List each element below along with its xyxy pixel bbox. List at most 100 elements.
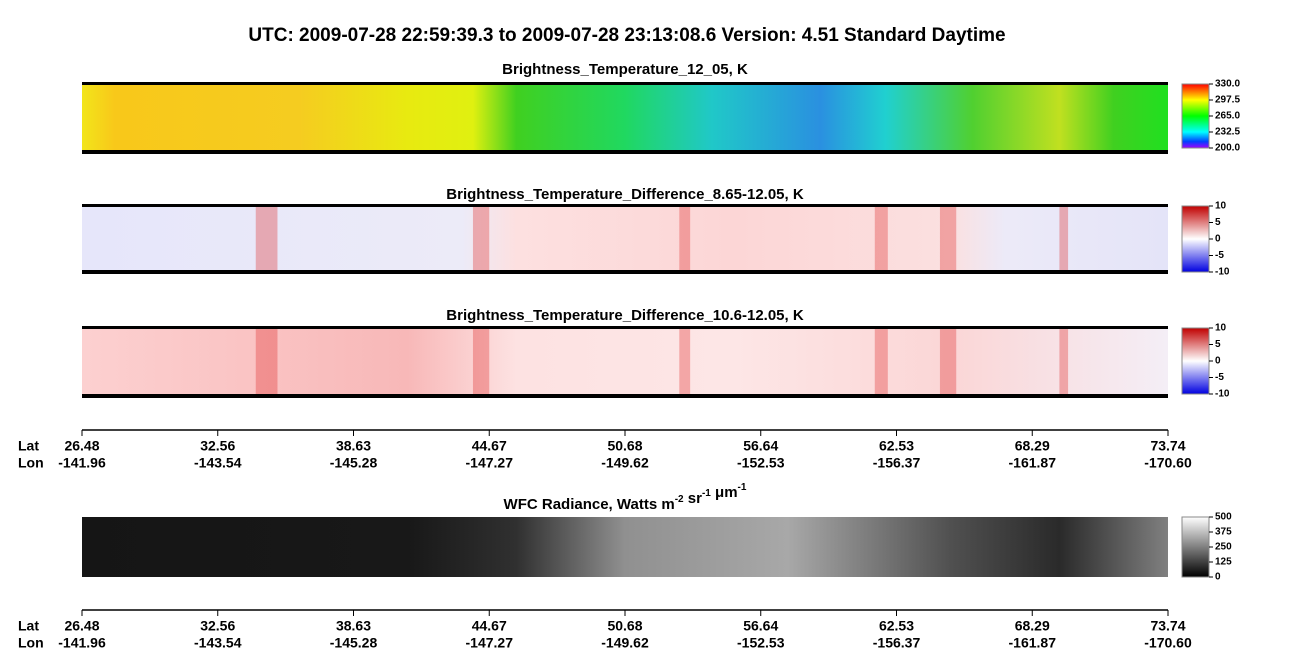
colorbar: [1181, 205, 1210, 273]
lon-tick-label: -147.27: [466, 455, 514, 471]
lon-tick-label: -143.54: [194, 635, 242, 651]
lat-tick-label: 56.64: [743, 618, 778, 634]
colorbar-label: 10: [1215, 201, 1227, 212]
title-superscript: -1: [738, 482, 747, 493]
panel-title: Brightness_Temperature_Difference_10.6-1…: [446, 307, 804, 324]
image-strip: [82, 84, 1168, 152]
title-part: WFC Radiance, Watts m: [504, 496, 675, 513]
lon-tick-label: -149.62: [601, 635, 649, 651]
lat-label: Lat: [18, 618, 39, 634]
colorbar-label: 297.5: [1215, 95, 1240, 106]
page-title: UTC: 2009-07-28 22:59:39.3 to 2009-07-28…: [248, 25, 1005, 46]
title-superscript: -1: [702, 488, 711, 499]
colorbar-label: 5: [1215, 217, 1221, 228]
title-part: μm: [711, 484, 738, 501]
colorbar: [1181, 516, 1210, 578]
panel-title: Brightness_Temperature_Difference_8.65-1…: [446, 186, 804, 203]
colorbar-label: -10: [1215, 267, 1230, 278]
colorbar-label: 0: [1215, 572, 1221, 583]
title-part: Brightness_Temperature_Difference_10.6-1…: [446, 307, 804, 324]
lat-tick-label: 38.63: [336, 618, 371, 634]
image-streak: [1059, 206, 1069, 272]
lat-tick-label: 32.56: [200, 618, 235, 634]
lat-tick-label: 44.67: [472, 618, 507, 634]
colorbar-label: 330.0: [1215, 79, 1240, 90]
lat-tick-label: 62.53: [879, 618, 914, 634]
image-streak: [255, 206, 278, 272]
colorbar-label: -5: [1215, 250, 1224, 261]
image-streak: [939, 328, 957, 396]
image-streak: [939, 206, 957, 272]
panel-title: WFC Radiance, Watts m-2 sr-1 μm-1: [504, 482, 747, 513]
strip-border-bottom: [82, 394, 1168, 398]
title-part: sr: [684, 490, 703, 507]
lon-tick-label: -170.60: [1144, 635, 1192, 651]
lat-tick-label: 38.63: [336, 438, 371, 454]
strip-border-bottom: [82, 270, 1168, 274]
image-streak: [679, 328, 691, 396]
lat-tick-label: 32.56: [200, 438, 235, 454]
colorbar-label: 265.0: [1215, 111, 1240, 122]
colorbar-label: 5: [1215, 339, 1221, 350]
strip-border-top: [82, 82, 1168, 85]
colorbar-label: -5: [1215, 372, 1224, 383]
image-streak: [679, 206, 691, 272]
lon-tick-label: -143.54: [194, 455, 242, 471]
lon-tick-label: -152.53: [737, 635, 785, 651]
image-streak: [472, 328, 490, 396]
lon-tick-label: -170.60: [1144, 455, 1192, 471]
colorbar-label: 200.0: [1215, 143, 1240, 154]
image-streak: [874, 206, 888, 272]
lon-label: Lon: [18, 635, 44, 651]
title-superscript: -2: [675, 494, 684, 505]
colorbar-label: 0: [1215, 234, 1221, 245]
colorbar-label: 500: [1215, 512, 1232, 523]
colorbar-label: 250: [1215, 542, 1232, 553]
colorbar-label: 10: [1215, 323, 1227, 334]
colorbar: [1181, 83, 1210, 149]
strip-border-top: [82, 326, 1168, 329]
colorbar: [1181, 327, 1210, 395]
image-streak: [1059, 328, 1069, 396]
colorbar-label: 232.5: [1215, 127, 1240, 138]
image-strip: [82, 517, 1168, 577]
panel-title: Brightness_Temperature_12_05, K: [502, 61, 748, 78]
image-strip: [82, 328, 1168, 396]
lat-tick-label: 56.64: [743, 438, 778, 454]
lon-tick-label: -149.62: [601, 455, 649, 471]
strip-border-bottom: [82, 150, 1168, 154]
lat-tick-label: 26.48: [64, 438, 99, 454]
lon-tick-label: -156.37: [873, 635, 921, 651]
lat-tick-label: 50.68: [607, 618, 642, 634]
lon-tick-label: -145.28: [330, 635, 378, 651]
title-part: Brightness_Temperature_12_05, K: [502, 61, 748, 78]
image-strip: [82, 206, 1168, 272]
lat-tick-label: 73.74: [1150, 618, 1185, 634]
colorbar-label: 125: [1215, 557, 1232, 568]
lat-tick-label: 44.67: [472, 438, 507, 454]
lon-tick-label: -161.87: [1009, 635, 1057, 651]
colorbar-label: 375: [1215, 527, 1232, 538]
lat-tick-label: 62.53: [879, 438, 914, 454]
image-streak: [255, 328, 278, 396]
image-streak: [472, 206, 490, 272]
lon-label: Lon: [18, 455, 44, 471]
colorbar-label: 0: [1215, 356, 1221, 367]
image-streak: [874, 328, 888, 396]
lon-tick-label: -152.53: [737, 455, 785, 471]
lon-tick-label: -147.27: [466, 635, 514, 651]
lat-tick-label: 68.29: [1015, 438, 1050, 454]
colorbar-label: -10: [1215, 389, 1230, 400]
lat-label: Lat: [18, 438, 39, 454]
lat-tick-label: 73.74: [1150, 438, 1185, 454]
lon-tick-label: -141.96: [58, 455, 106, 471]
lat-tick-label: 50.68: [607, 438, 642, 454]
lon-tick-label: -141.96: [58, 635, 106, 651]
lon-tick-label: -161.87: [1009, 455, 1057, 471]
lon-tick-label: -156.37: [873, 455, 921, 471]
lat-tick-label: 26.48: [64, 618, 99, 634]
title-part: Brightness_Temperature_Difference_8.65-1…: [446, 186, 804, 203]
strip-border-top: [82, 204, 1168, 207]
lat-tick-label: 68.29: [1015, 618, 1050, 634]
